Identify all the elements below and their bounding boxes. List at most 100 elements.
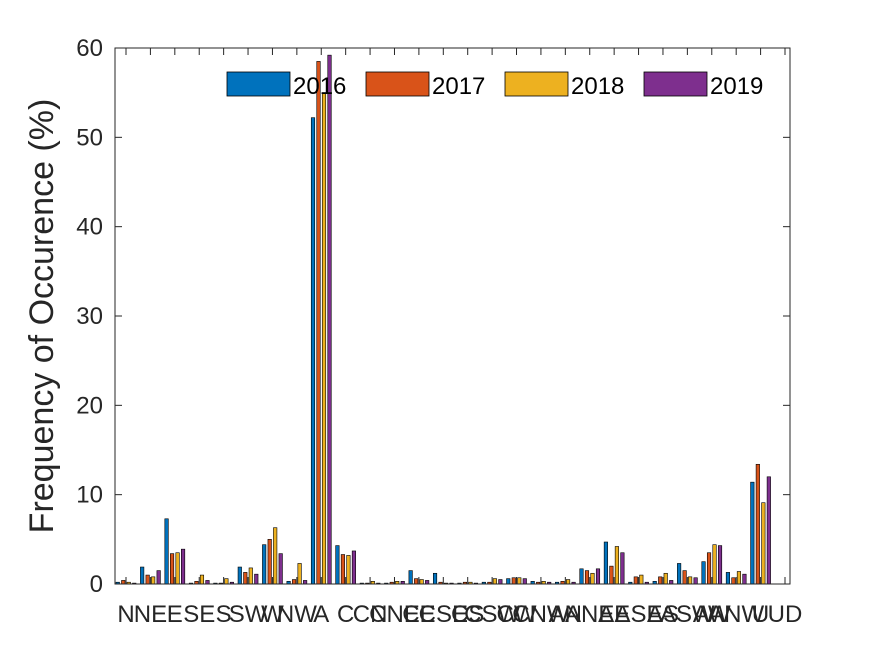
bar-2019-NW [303,580,308,585]
bar-2016-ANW [725,572,730,585]
axes-group [114,47,791,585]
x-tick-label-U: U [752,601,769,628]
y-tick-label-60: 60 [76,35,103,62]
x-tick-label-CE: CE [402,601,435,628]
bar-2017-CE [414,578,419,585]
x-tick-label-NE: NE [134,601,167,628]
bar-2019-CSW [498,579,503,585]
x-tick-label-CNE: CNE [369,601,420,628]
bar-2017-AS [658,576,663,585]
bar-2017-SW [243,572,248,585]
legend-label-2017: 2017 [432,73,485,100]
bar-2018-C [346,555,351,585]
bar-2017-U [755,463,760,585]
bar-2019-C [351,550,356,585]
bar-2018-CE [419,579,424,585]
bar-2016-CSE [432,572,438,585]
bar-2016-SW [237,566,242,585]
bar-2018-ANW [736,571,741,585]
x-tick-label-CW: CW [497,601,537,628]
bar-2019-SW [254,573,259,585]
bar-2017-W [267,539,272,585]
bar-2018-NW [297,563,302,585]
x-tick-label-AE: AE [598,601,630,628]
bar-2018-AS [663,572,668,585]
bar-2019-U [766,476,771,585]
x-tick-label-SE: SE [183,601,215,628]
plot-background [115,48,790,584]
bar-2018-AE [614,546,619,585]
bar-2019-W [278,553,283,585]
legend-swatch-2018 [504,71,569,97]
bar-2017-ASW [682,570,687,585]
bar-2018-AN [566,579,571,585]
x-tick-label-AN: AN [549,601,582,628]
bar-2018-CSW [492,578,497,585]
bar-2018-W [273,527,278,585]
bar-2016-U [750,481,755,585]
bar-2016-CW [506,578,511,585]
bar-2019-AW [717,545,723,585]
bar-2017-NW [292,579,297,585]
x-tick-label-CNW: CNW [512,601,570,628]
bar-2018-E [175,552,180,585]
legend-label-2019: 2019 [710,73,763,100]
legend-label-2018: 2018 [571,73,624,100]
x-tick-label-C: C [337,601,354,628]
bar-2016-CE [408,570,413,585]
bar-2017-AW [706,552,712,585]
bar-2017-CW [511,577,516,585]
bar-2019-ANE [595,568,601,585]
bar-2016-W [262,544,267,585]
bar-2016-E [164,518,169,585]
legend-swatch-2017 [365,71,430,97]
x-tick-label-UD: UD [768,601,803,628]
bar-2016-C [335,545,340,585]
bar-2018-ANE [590,572,595,585]
bar-2019-NE [156,570,161,585]
bar-2016-A [310,117,316,585]
bars-group [115,54,771,585]
legend-swatch-2016 [226,71,291,97]
bar-2019-CW [522,578,527,585]
bar-2019-AE [620,552,625,585]
x-tick-label-E: E [167,601,183,628]
y-tick-label-10: 10 [76,482,103,509]
bar-2016-AW [701,561,706,585]
bar-2018-S [224,578,229,585]
y-axis-label: Frequency of Occurence (%) [23,99,61,534]
bar-2017-C [340,554,345,585]
bar-2019-ANW [742,573,747,585]
bar-2017-E [170,553,175,585]
bar-2016-NE [140,566,145,585]
x-tick-label-ANW: ANW [708,601,764,628]
bar-2017-NE [145,574,150,585]
legend: 2016 2017 2018 2019 [226,71,763,100]
bar-2018-A [321,92,327,585]
bar-2018-AW [712,544,717,585]
bar-2019-ASW [693,577,698,585]
x-tick-label-S: S [216,601,232,628]
x-tick-label-CSW: CSW [464,601,520,628]
bar-2018-U [761,502,766,585]
x-tick-label-AS: AS [647,601,679,628]
bar-2018-CW [517,577,522,585]
x-tick-label-CN: CN [353,601,388,628]
bar-2017-ANW [731,577,736,585]
x-tick-label-ASW: ASW [660,601,715,628]
bar-2018-SE [199,574,205,585]
bar-2019-SE [205,580,210,585]
bar-2016-ANE [579,568,584,585]
x-tick-label-SW: SW [229,601,268,628]
x-tick-label-CS: CS [451,601,484,628]
x-tick-label-ANE: ANE [565,601,614,628]
x-tick-label-N: N [117,601,134,628]
bar-2017-N [121,580,126,585]
legend-swatch-2019 [643,71,708,97]
bar-2019-CE [425,580,430,585]
bar-2016-AE [603,541,608,585]
x-tick-label-A: A [313,601,329,628]
y-tick-label-30: 30 [76,303,103,330]
legend-label-2016: 2016 [293,73,346,100]
